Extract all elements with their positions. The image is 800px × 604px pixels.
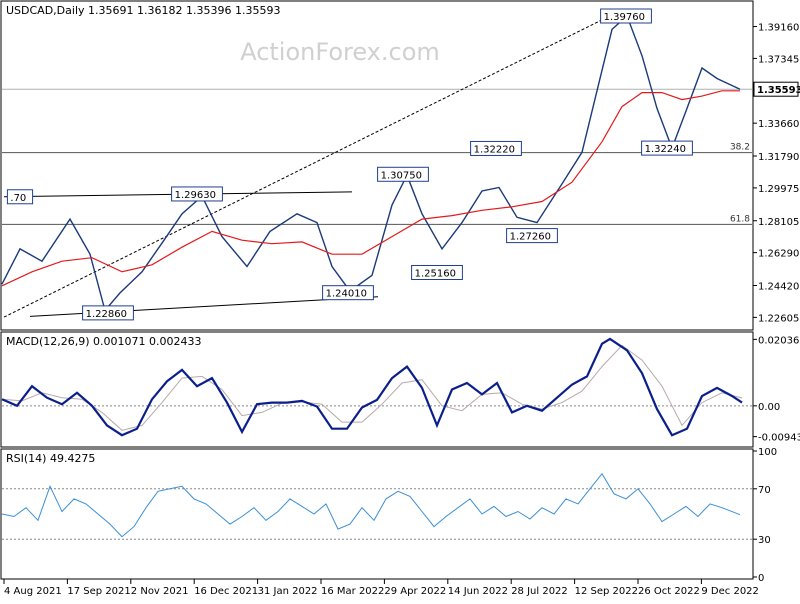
rsi-layer: 100 70 30 0: [1, 447, 777, 584]
main-ytick-label: 1.28105: [758, 217, 799, 228]
price-label-box: [411, 264, 463, 280]
rsi-ytick-label: 70: [758, 485, 771, 496]
price-label: 1.30750: [381, 170, 422, 181]
main-ytick-label: 1.37345: [758, 54, 799, 65]
price-label-box: [506, 228, 558, 244]
macd-ytick-label: 0.02036: [758, 335, 799, 346]
watermark: ActionForex.com: [240, 38, 440, 66]
price-label-box: [82, 305, 134, 321]
macd-title: MACD(12,26,9) 0.001071 0.002433: [6, 335, 202, 348]
price-label: 1.24010: [326, 289, 367, 300]
x-tick-label: 26 Oct 2022: [638, 586, 700, 597]
price-label: 1.22860: [86, 309, 127, 320]
current-price-box: [753, 81, 799, 97]
x-tick-label: 4 Aug 2021: [4, 586, 62, 597]
x-tick-label: 2 Nov 2021: [131, 586, 189, 597]
main-ytick-label: 1.24420: [758, 281, 799, 292]
x-tick-label: 31 Jan 2022: [258, 586, 318, 597]
price-label: 1.27260: [510, 232, 551, 243]
moving-average-line: [1, 90, 740, 287]
main-ytick-label: 1.39160: [758, 23, 799, 34]
price-label: 1.25160: [415, 268, 456, 279]
price-label-box: [171, 186, 223, 202]
x-tick-label: 16 Dec 2021: [194, 586, 258, 597]
rsi-title: RSI(14) 49.4275: [6, 452, 95, 465]
rsi-line: [1, 472, 741, 538]
x-tick-label: 12 Sep 2022: [575, 586, 638, 597]
x-tick-label: 28 Jul 2022: [511, 586, 568, 597]
price-label-box: [377, 166, 429, 182]
main-ytick-label: 1.22605: [758, 313, 799, 324]
current-price-label: 1.35593: [757, 85, 800, 96]
price-label: 1.39760: [604, 12, 645, 23]
macd-ytick-label: 0.00: [758, 402, 780, 413]
x-tick-label: 29 Apr 2022: [384, 586, 446, 597]
main-ytick-label: 1.33660: [758, 119, 799, 130]
price-label: .70: [10, 193, 26, 204]
main-panel: [0, 0, 754, 331]
price-label: 1.29630: [175, 190, 216, 201]
rsi-ytick-label: 100: [758, 447, 777, 458]
main-ytick-label: 1.26290: [758, 249, 799, 260]
macd-line: [1, 337, 743, 437]
price-label-box: [600, 8, 652, 24]
rsi-ytick-label: 0: [758, 573, 764, 584]
macd-layer: 0.02036 0.00 -0.009438: [1, 335, 800, 444]
x-tick-label: 14 Jun 2022: [448, 586, 508, 597]
main-ytick-label: 1.29975: [758, 184, 799, 195]
x-axis-layer: 4 Aug 2021 17 Sep 2021 2 Nov 2021 16 Dec 20…: [3, 579, 759, 597]
main-ytick-label: 1.31790: [758, 152, 799, 163]
x-tick-label: 9 Dec 2022: [701, 586, 759, 597]
price-label-box: [322, 285, 374, 301]
fib-level-label: 61.8: [730, 214, 750, 224]
price-label-box: [470, 140, 522, 156]
main-title: USDCAD,Daily 1.35691 1.36182 1.35396 1.3…: [6, 4, 280, 17]
price-label: 1.32240: [645, 144, 686, 155]
macd-signal-line: [1, 344, 743, 431]
x-tick-label: 16 Mar 2022: [321, 586, 384, 597]
fib-level-label: 38.2: [730, 143, 750, 153]
price-label-box: [6, 189, 34, 205]
price-series-line: [1, 14, 741, 312]
rsi-ytick-label: 30: [758, 535, 771, 546]
main-layer: 1.39160 1.37345 1.33660 1.31790 1.29975 1.281…: [1, 8, 800, 324]
macd-ytick-label: -0.009438: [758, 433, 800, 444]
price-label: 1.32220: [474, 144, 515, 155]
x-tick-label: 17 Sep 2021: [67, 586, 130, 597]
price-label-box: [641, 140, 693, 156]
